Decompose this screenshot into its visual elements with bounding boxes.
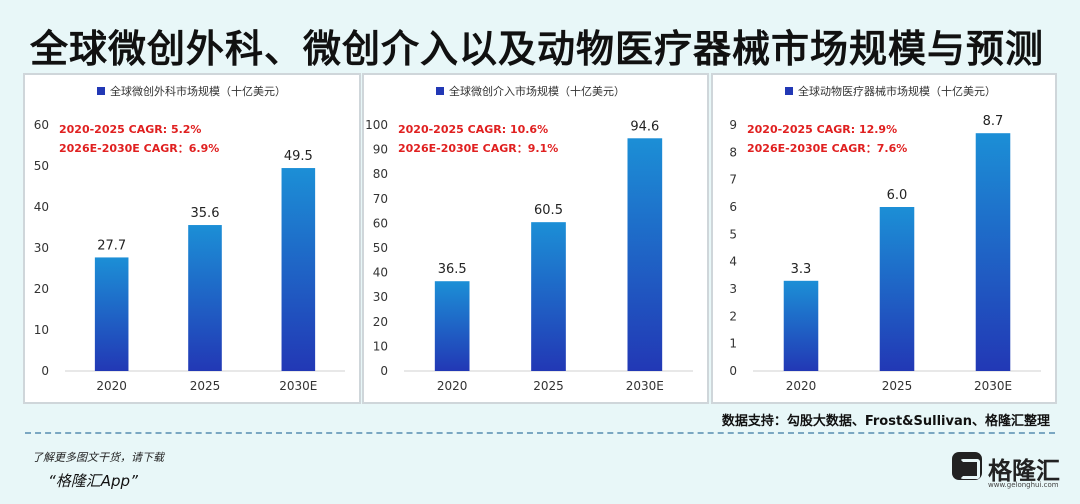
bar (975, 133, 1011, 371)
chart-panel-2: 全球微创介入市场规模（十亿美元） 2020-2025 CAGR: 10.6% 202… (362, 73, 709, 404)
x-tick-label: 2020 (96, 379, 127, 393)
bar-value-label: 35.6 (191, 206, 220, 221)
y-tick-label: 50 (34, 159, 49, 173)
y-tick-label: 30 (373, 290, 388, 304)
y-tick-label: 0 (41, 364, 49, 378)
x-tick-label: 2030E (279, 379, 317, 393)
y-tick-label: 70 (373, 192, 388, 206)
x-tick-label: 2030E (626, 379, 664, 393)
y-tick-label: 4 (729, 255, 737, 269)
bar (434, 281, 470, 371)
y-tick-label: 3 (729, 282, 737, 296)
y-tick-label: 8 (729, 145, 737, 159)
y-tick-label: 20 (373, 315, 388, 329)
y-tick-label: 50 (373, 241, 388, 255)
chart-intervention: 全球微创介入市场规模（十亿美元）2020-2025 CAGR: 10.6%202… (365, 84, 693, 393)
y-tick-label: 40 (34, 200, 49, 214)
legend-swatch (97, 87, 105, 95)
chart-animal: 全球动物医疗器械市场规模（十亿美元） 2020-2025 CAGR: 12.9% 2… (729, 84, 1041, 393)
y-tick-label: 1 (729, 337, 737, 351)
bar-value-label: 60.5 (534, 203, 563, 218)
promo-text: 了解更多图文干货，请下载 (32, 451, 164, 464)
x-tick-label: 2020 (437, 379, 468, 393)
bar-value-label: 36.5 (438, 262, 467, 277)
bar-value-label: 8.7 (983, 114, 1004, 129)
legend-label: 全球动物医疗器械市场规模（十亿美元） (798, 84, 996, 98)
chart-surgery: 全球微创外科市场规模（十亿美元） 2020-2025 CAGR: 5.2% 2026… (34, 84, 345, 393)
bar-value-label: 94.6 (630, 119, 659, 134)
bar (879, 207, 915, 371)
cagr-annotation: 2020-2025 CAGR: 12.9% (747, 123, 897, 136)
bar-value-label: 6.0 (887, 188, 908, 203)
chart-panel-3: 全球动物医疗器械市场规模（十亿美元） 2020-2025 CAGR: 12.9% 2… (711, 73, 1057, 404)
y-tick-label: 30 (34, 241, 49, 255)
legend-swatch (436, 87, 444, 95)
cagr-annotation: 2026E-2030E CAGR：9.1% (398, 142, 558, 155)
y-tick-label: 60 (373, 216, 388, 230)
app-name: “格隆汇App” (48, 472, 138, 490)
y-tick-label: 6 (729, 200, 737, 214)
cagr-annotation: 2026E-2030E CAGR：6.9% (59, 142, 219, 155)
bar (531, 222, 566, 371)
y-tick-label: 0 (729, 364, 737, 378)
y-tick-label: 7 (729, 173, 737, 187)
y-tick-label: 90 (373, 143, 388, 157)
bar (783, 280, 819, 371)
y-tick-label: 10 (373, 339, 388, 353)
y-tick-label: 60 (34, 118, 49, 132)
y-tick-label: 2 (729, 309, 737, 323)
x-tick-label: 2025 (882, 379, 913, 393)
chart-panel-1: 全球微创外科市场规模（十亿美元） 2020-2025 CAGR: 5.2% 2026… (23, 73, 361, 404)
legend-swatch (785, 87, 793, 95)
brand-logo: 格隆汇 www.gelonghui.com (952, 449, 1060, 493)
y-tick-label: 20 (34, 282, 49, 296)
y-tick-label: 40 (373, 266, 388, 280)
bar (281, 168, 316, 371)
y-tick-label: 0 (380, 364, 388, 378)
brand-url: www.gelonghui.com (988, 481, 1059, 489)
bar (188, 225, 222, 371)
data-source-note: 数据支持：勾股大数据、Frost&Sullivan、格隆汇整理 (721, 414, 1050, 429)
bar (627, 138, 663, 371)
y-tick-label: 100 (365, 118, 388, 132)
x-tick-label: 2030E (974, 379, 1012, 393)
legend-label: 全球微创介入市场规模（十亿美元） (449, 84, 625, 98)
bar (94, 257, 129, 371)
cagr-annotation: 2020-2025 CAGR: 5.2% (59, 123, 201, 136)
legend-label: 全球微创外科市场规模（十亿美元） (110, 84, 286, 98)
y-tick-label: 10 (34, 323, 49, 337)
brand-name: 格隆汇 (988, 457, 1060, 485)
y-tick-label: 9 (729, 118, 737, 132)
x-tick-label: 2025 (533, 379, 564, 393)
x-tick-label: 2020 (786, 379, 817, 393)
bar-value-label: 27.7 (97, 238, 126, 253)
page-title: 全球微创外科、微创介入以及动物医疗器械市场规模与预测 (30, 27, 1045, 71)
dashed-divider (25, 432, 1055, 434)
brand-g-icon (952, 452, 982, 480)
y-tick-label: 5 (729, 227, 737, 241)
bar-value-label: 3.3 (791, 262, 812, 277)
x-tick-label: 2025 (190, 379, 221, 393)
cagr-annotation: 2026E-2030E CAGR：7.6% (747, 142, 907, 155)
y-tick-label: 80 (373, 167, 388, 181)
bar-value-label: 49.5 (284, 149, 313, 164)
cagr-annotation: 2020-2025 CAGR: 10.6% (398, 123, 548, 136)
